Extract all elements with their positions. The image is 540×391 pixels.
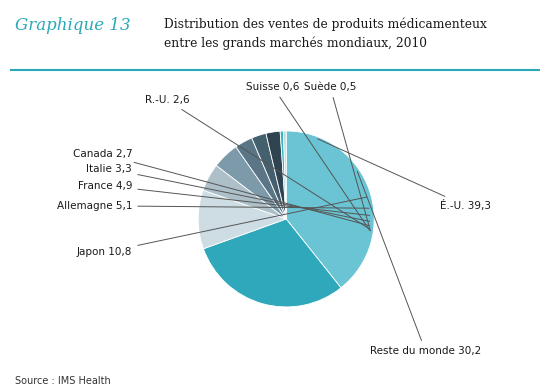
Text: Canada 2,7: Canada 2,7 xyxy=(72,149,369,226)
Wedge shape xyxy=(198,190,286,249)
Text: É.-U. 39,3: É.-U. 39,3 xyxy=(318,139,491,211)
Wedge shape xyxy=(204,219,341,307)
Wedge shape xyxy=(286,131,374,288)
Text: Distribution des ventes de produits médicamenteux
entre les grands marchés mondi: Distribution des ventes de produits médi… xyxy=(164,18,487,50)
Wedge shape xyxy=(236,138,286,219)
Wedge shape xyxy=(217,147,286,219)
Text: France 4,9: France 4,9 xyxy=(78,181,369,215)
Wedge shape xyxy=(203,165,286,219)
Wedge shape xyxy=(252,133,286,219)
Wedge shape xyxy=(266,131,286,219)
Wedge shape xyxy=(284,131,286,219)
Wedge shape xyxy=(280,131,286,219)
Text: R.-U. 2,6: R.-U. 2,6 xyxy=(145,95,369,229)
Text: Italie 3,3: Italie 3,3 xyxy=(86,164,370,221)
Text: Reste du monde 30,2: Reste du monde 30,2 xyxy=(357,171,481,356)
Text: Source : IMS Health: Source : IMS Health xyxy=(15,376,111,386)
Text: Suède 0,5: Suède 0,5 xyxy=(304,82,370,231)
Text: Allemagne 5,1: Allemagne 5,1 xyxy=(57,201,369,211)
Text: Graphique 13: Graphique 13 xyxy=(15,17,131,34)
Text: Japon 10,8: Japon 10,8 xyxy=(77,197,367,257)
Text: Suisse 0,6: Suisse 0,6 xyxy=(246,82,370,230)
